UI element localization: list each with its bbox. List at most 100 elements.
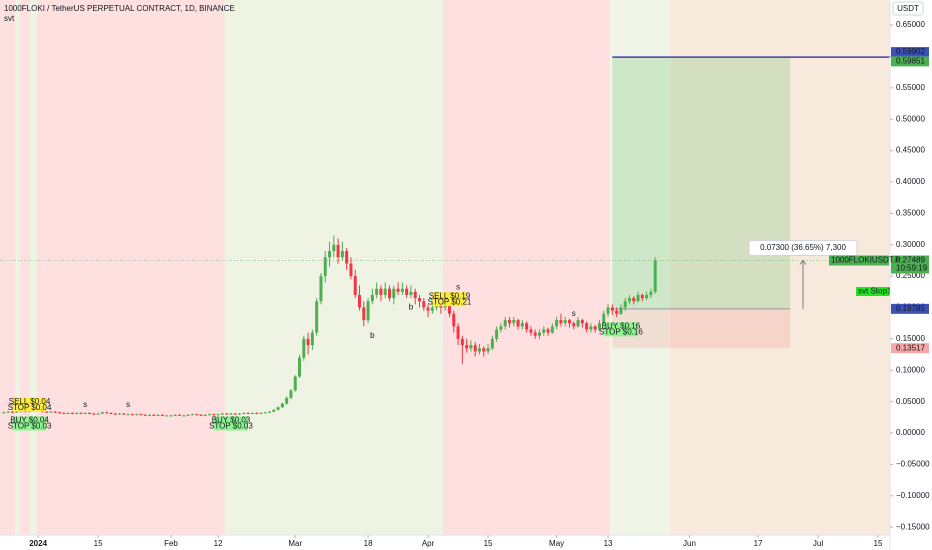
candle-body — [49, 411, 53, 413]
zone — [443, 0, 611, 535]
price-label: 0.59902 — [896, 47, 925, 56]
candle-body — [178, 414, 182, 416]
zone — [14, 0, 21, 535]
candle-body — [263, 412, 267, 414]
candle-body — [203, 414, 207, 416]
x-tick-label: Feb — [164, 539, 178, 548]
candle-body — [250, 412, 254, 414]
candle-body — [610, 307, 614, 311]
candle-body — [152, 414, 156, 416]
candle-body — [220, 413, 224, 415]
zone — [610, 0, 671, 535]
candle-body — [546, 329, 550, 333]
price-label-box — [891, 56, 929, 67]
candle-body — [533, 332, 537, 336]
candle-body — [160, 414, 164, 416]
candle-body — [550, 326, 554, 333]
candle-body — [418, 298, 422, 302]
candle-body — [366, 301, 370, 321]
candle-body — [477, 348, 481, 352]
candle-body — [255, 412, 259, 414]
candle-body — [293, 376, 297, 391]
candle-body — [233, 413, 237, 415]
candle-body — [426, 307, 430, 311]
candle-body — [640, 294, 644, 299]
price-label-box — [891, 255, 929, 274]
y-tick-label: 0.45000 — [896, 146, 925, 155]
candle-body — [332, 244, 336, 252]
candle-body — [302, 338, 306, 358]
candle-body — [525, 323, 529, 330]
measure-box — [748, 240, 858, 257]
candle-body — [58, 412, 62, 414]
candle-body — [619, 307, 623, 314]
signal-label: b — [370, 331, 375, 340]
y-tick-label: 0.00000 — [896, 428, 925, 437]
candle-body — [632, 298, 636, 302]
candle-body — [400, 288, 404, 292]
candle-body — [323, 257, 327, 277]
candle-body — [182, 415, 186, 417]
candle-body — [96, 413, 100, 415]
currency[interactable]: USDT — [897, 4, 919, 13]
stop-label-name: svt Stop1 — [858, 287, 892, 296]
x-tick-label: Apr — [422, 539, 435, 548]
candle-body — [580, 320, 584, 324]
price-label: 0.27489 — [896, 256, 925, 265]
candle-body — [280, 403, 284, 408]
candle-body — [606, 307, 610, 314]
candle-body — [512, 320, 516, 324]
candle-body — [375, 288, 379, 295]
candle-body — [495, 329, 499, 339]
candle-body — [328, 251, 332, 258]
signal-label: BUY $0.04 — [10, 416, 49, 425]
price-label-box — [891, 343, 929, 354]
candle-body — [190, 414, 194, 416]
candle-body — [289, 390, 293, 398]
candle-body — [636, 294, 640, 302]
candle-body — [15, 411, 19, 413]
candle-body — [465, 345, 469, 349]
candle-body — [576, 320, 580, 327]
currency-box[interactable] — [892, 1, 924, 16]
signal-label: STOP $0.03 — [8, 422, 52, 431]
candle-body — [268, 411, 272, 413]
candle-body — [212, 414, 216, 416]
zone — [670, 0, 890, 535]
candle-body — [340, 251, 344, 258]
candle-body — [285, 397, 289, 404]
signal-label: BUY $0.03 — [212, 416, 251, 425]
candle-body — [645, 294, 649, 299]
candle-body — [542, 329, 546, 333]
candle-body — [88, 412, 92, 414]
candle-body — [503, 320, 507, 327]
candle-body — [225, 413, 229, 415]
candle-body — [396, 288, 400, 292]
candle-body — [216, 414, 220, 416]
y-tick-label: 0.35000 — [896, 208, 925, 217]
zone — [29, 0, 38, 535]
candle-body — [572, 323, 576, 327]
candle-body — [388, 288, 392, 299]
candle-body — [649, 291, 653, 295]
candle-body — [499, 326, 503, 330]
candle-body — [353, 276, 357, 295]
candle-body — [45, 411, 49, 413]
y-tick-label: −0.05000 — [896, 460, 930, 469]
x-tick-label: May — [549, 539, 564, 548]
candle-body — [469, 345, 473, 349]
signal-label: STOP $0.04 — [8, 403, 52, 412]
signal-label: s — [126, 400, 130, 409]
candle-body — [623, 301, 627, 308]
candle-body — [130, 414, 134, 416]
candle-body — [92, 413, 96, 415]
candle-body — [473, 345, 477, 352]
price-axis — [890, 0, 932, 550]
candle-body — [392, 288, 396, 299]
signal-label: s — [572, 309, 576, 318]
candle-body — [148, 414, 152, 416]
candle-body — [156, 414, 160, 416]
candle-body — [520, 323, 524, 327]
candle-body — [422, 301, 426, 308]
candle-body — [310, 332, 314, 346]
